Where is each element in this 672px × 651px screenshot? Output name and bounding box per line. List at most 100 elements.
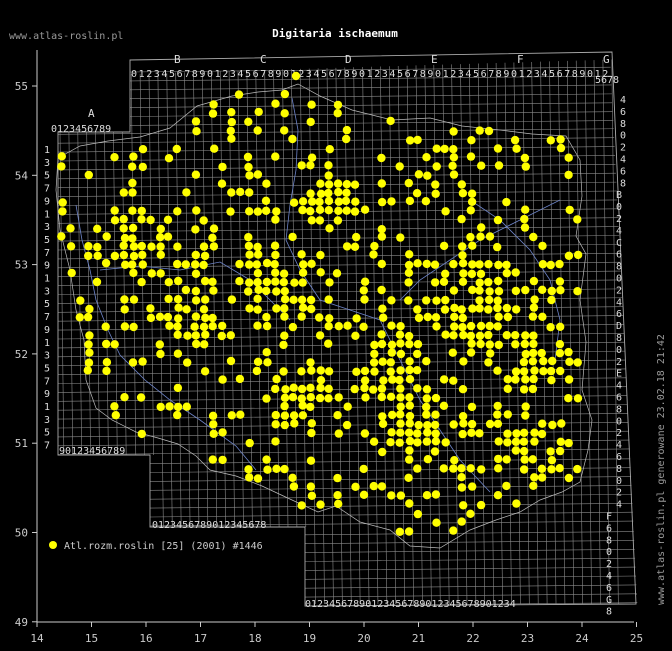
occurrence-dot	[359, 286, 368, 295]
occurrence-dots	[57, 71, 583, 536]
occurrence-dot	[351, 197, 360, 206]
occurrence-dot	[449, 526, 458, 535]
occurrence-dot	[199, 242, 209, 251]
occurrence-dot	[297, 250, 306, 259]
occurrence-dot	[76, 296, 85, 305]
occurrence-dot	[227, 188, 236, 197]
occurrence-dot	[361, 393, 370, 402]
occurrence-dot	[387, 428, 396, 437]
grid-row-label: 4	[616, 297, 622, 308]
occurrence-dot	[253, 242, 262, 252]
occurrence-dot	[502, 260, 511, 270]
grid-row-digit: 1	[44, 402, 50, 413]
occurrence-dot	[245, 250, 254, 259]
occurrence-dot	[324, 171, 333, 180]
grid-row-digit: 9	[44, 196, 50, 207]
grid-row-label: 0	[616, 416, 622, 427]
occurrence-dot	[538, 419, 547, 428]
grid-column-digit: 3	[306, 69, 312, 80]
occurrence-dot	[261, 206, 271, 215]
occurrence-dot	[110, 402, 119, 411]
occurrence-dot	[413, 509, 423, 519]
occurrence-dot	[129, 322, 138, 332]
occurrence-dot	[377, 232, 387, 241]
occurrence-dot	[547, 286, 556, 296]
occurrence-dot	[199, 260, 208, 270]
occurrence-dot	[120, 233, 130, 243]
occurrence-dot	[173, 259, 182, 269]
occurrence-dot	[457, 483, 467, 492]
occurrence-dot	[467, 419, 477, 429]
occurrence-dot	[396, 384, 405, 393]
occurrence-dot	[557, 419, 566, 428]
occurrence-dot	[484, 305, 493, 314]
grid-line-h	[57, 413, 628, 420]
occurrence-dot	[458, 429, 467, 439]
occurrence-dot	[502, 331, 511, 340]
occurrence-dot	[191, 250, 200, 260]
occurrence-dot	[333, 411, 342, 420]
occurrence-dot	[84, 251, 93, 261]
grid-column-digit: 0	[131, 69, 137, 80]
occurrence-dot	[459, 269, 468, 278]
occurrence-dot	[449, 127, 458, 136]
occurrence-dot	[173, 242, 182, 251]
occurrence-dot	[405, 136, 415, 145]
occurrence-dot	[467, 269, 477, 279]
grid-column-letter-a: A	[88, 107, 95, 120]
occurrence-dot	[404, 260, 414, 270]
occurrence-dot	[271, 410, 280, 420]
occurrence-dot	[441, 330, 450, 339]
occurrence-dot	[245, 438, 254, 448]
grid-row-label: 2	[616, 357, 622, 368]
occurrence-dot	[280, 331, 289, 340]
occurrence-dot	[477, 223, 486, 232]
grid-column-digit: 5	[169, 69, 175, 80]
grid-row-label: 2	[606, 559, 612, 570]
grid-line-v	[219, 71, 226, 528]
occurrence-dot	[174, 314, 183, 323]
y-tick-label: 52	[15, 348, 28, 361]
occurrence-dot	[458, 385, 468, 394]
occurrence-dot	[378, 447, 387, 457]
grid-column-digit: 4	[237, 69, 243, 80]
occurrence-dot	[546, 447, 555, 456]
occurrence-dot	[245, 188, 254, 197]
occurrence-dot	[432, 322, 441, 331]
occurrence-dot	[564, 375, 574, 384]
occurrence-dot	[306, 189, 315, 198]
grid-column-digit: 8	[420, 69, 426, 80]
occurrence-dot	[306, 393, 315, 402]
occurrence-dot	[243, 152, 253, 162]
grid-line-v	[567, 60, 575, 605]
occurrence-dot	[333, 473, 342, 483]
occurrence-dot	[413, 384, 422, 393]
occurrence-dot	[289, 295, 298, 304]
grid-column-digit: 7	[564, 69, 570, 80]
occurrence-dot	[430, 278, 440, 287]
occurrence-dot	[556, 322, 565, 331]
occurrence-dot	[183, 331, 192, 340]
occurrence-dot	[412, 189, 422, 198]
occurrence-dot	[110, 153, 119, 162]
occurrence-dot	[476, 269, 486, 279]
occurrence-dot	[395, 162, 404, 171]
grid-column-digit: 3	[458, 69, 464, 80]
grid-column-digits-a: 0123456789	[51, 124, 111, 135]
occurrence-dot	[502, 269, 511, 278]
occurrence-dot	[467, 428, 476, 437]
grid-line-v	[584, 60, 592, 605]
occurrence-dot	[342, 206, 351, 215]
grid-column-digit: 1	[595, 69, 601, 80]
grid-column-digit: 1	[367, 69, 373, 80]
occurrence-dot	[352, 367, 361, 376]
occurrence-dot	[137, 277, 146, 287]
occurrence-dot	[494, 312, 503, 321]
occurrence-dot	[466, 331, 476, 341]
occurrence-dot	[458, 313, 467, 323]
occurrence-dot	[120, 322, 130, 331]
grid-row-label: 0	[616, 202, 622, 213]
occurrence-dot	[458, 242, 467, 251]
occurrence-dot	[556, 437, 565, 446]
grid-row-label: 8	[606, 607, 612, 618]
